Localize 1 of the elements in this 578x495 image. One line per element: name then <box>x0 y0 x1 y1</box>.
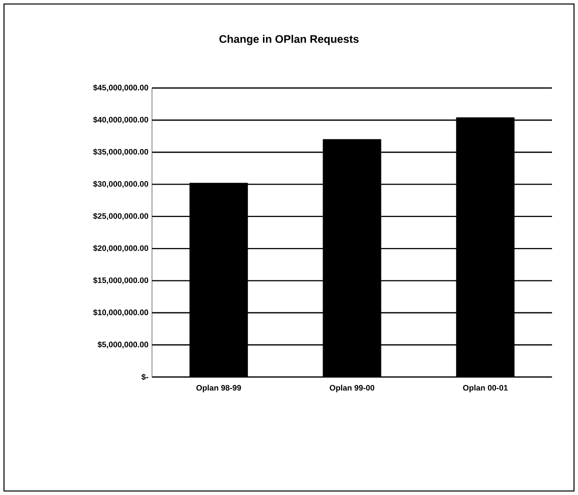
chart-title: Change in OPlan Requests <box>219 34 359 46</box>
